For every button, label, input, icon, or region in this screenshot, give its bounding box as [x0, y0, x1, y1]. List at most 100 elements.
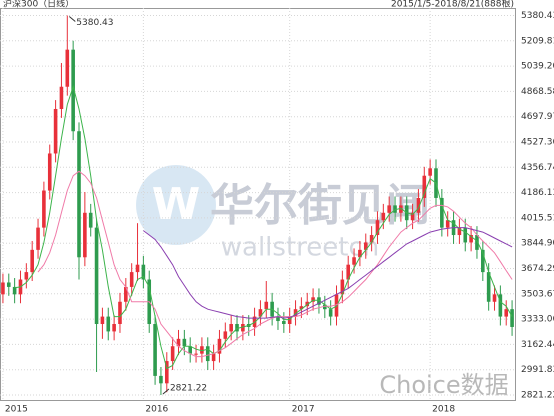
candle-body	[375, 220, 380, 236]
candle-body	[194, 353, 198, 355]
y-tick-label: 5380.43	[521, 11, 554, 21]
candle-body	[24, 272, 29, 280]
min-arrow	[162, 388, 170, 395]
candle-body	[445, 220, 450, 228]
candle-body	[141, 264, 146, 280]
candle-body	[422, 175, 427, 198]
candle-body	[83, 212, 87, 258]
chart-title: 沪深300（日线）	[3, 0, 74, 10]
candle-body	[6, 282, 11, 287]
candle-body	[135, 264, 140, 273]
candle-body	[481, 249, 485, 273]
y-tick-label: 4697.97	[521, 112, 554, 122]
candle-body	[299, 306, 304, 310]
y-tick-label: 3503.67	[521, 289, 554, 299]
candle-body	[469, 235, 473, 243]
candle-body	[416, 197, 421, 213]
candle-body	[258, 309, 263, 317]
candle-body	[440, 197, 444, 228]
candle-body	[293, 309, 298, 317]
candle-body	[129, 272, 134, 287]
candle-body	[223, 331, 228, 339]
candle-body	[170, 346, 175, 362]
candle-body	[12, 286, 17, 295]
logo-w: W	[152, 179, 201, 230]
candle-body	[71, 49, 75, 132]
candle-body	[188, 346, 192, 354]
candle-body	[399, 205, 403, 213]
candle-body	[182, 338, 187, 347]
candle-body	[311, 297, 315, 302]
candle-body	[363, 242, 368, 250]
y-tick-label: 4356.74	[521, 163, 554, 173]
candle-body	[235, 324, 239, 332]
candle-body	[305, 301, 310, 307]
candle-body	[164, 361, 169, 384]
candle-body	[410, 212, 415, 221]
candle-body	[30, 249, 34, 273]
candle-body	[504, 309, 509, 317]
candle-body	[153, 324, 157, 376]
candle-body	[317, 297, 321, 305]
y-tick-label: 3674.29	[521, 264, 554, 274]
plot-frame	[0, 8, 516, 401]
candle-body	[88, 212, 93, 228]
candle-body	[393, 205, 397, 213]
y-tick-label: 3844.90	[521, 239, 554, 249]
y-tick-label: 4868.58	[521, 87, 554, 97]
candle-body	[346, 264, 351, 280]
candle-body	[358, 249, 362, 258]
candle-body	[264, 301, 269, 310]
candle-body	[510, 309, 514, 327]
ma-line	[143, 227, 513, 319]
candle-body	[59, 86, 64, 109]
x-tick-label: 2017	[292, 405, 315, 415]
y-tick-label: 5039.20	[521, 62, 554, 72]
candle-body	[217, 338, 222, 354]
candle-body	[159, 375, 163, 384]
candle-body	[118, 301, 122, 325]
y-tick-label: 3333.06	[521, 315, 554, 325]
y-tick-label: 4527.36	[521, 137, 554, 147]
y-tick-label: 4186.13	[521, 188, 554, 198]
y-tick-label: 3162.44	[521, 340, 554, 350]
x-tick-label: 2015	[5, 405, 28, 415]
date-range: 2015/1/5-2018/8/21(888根)	[391, 0, 514, 10]
y-tick-label: 2991.83	[521, 365, 554, 375]
candle-body	[112, 324, 116, 332]
candle-body	[463, 227, 468, 243]
max-arrow	[68, 16, 76, 22]
candle-body	[369, 235, 374, 243]
candle-body	[276, 316, 280, 322]
ma-line	[14, 84, 513, 370]
candle-body	[498, 294, 503, 317]
x-tick-label: 2016	[145, 405, 168, 415]
candle-body	[65, 49, 70, 87]
candle-body	[53, 108, 58, 154]
y-tick-label: 5209.81	[521, 36, 554, 46]
candle-body	[205, 346, 210, 362]
candle-body	[323, 304, 327, 310]
candle-body	[241, 324, 245, 332]
candle-body	[124, 286, 128, 302]
candle-body	[176, 338, 181, 347]
candle-body	[457, 227, 462, 236]
watermark-logo: W	[136, 165, 216, 245]
candle-body	[36, 227, 40, 250]
y-tick-label: 2821.22	[521, 390, 554, 400]
candle-body	[94, 227, 99, 325]
x-tick-label: 2018	[432, 405, 455, 415]
candle-body	[328, 309, 333, 317]
candle-body	[1, 282, 5, 295]
candle-body	[352, 257, 356, 265]
y-tick-label: 4015.51	[521, 213, 554, 223]
candle-body	[106, 316, 111, 332]
min-label: 2821.22	[170, 383, 207, 393]
candle-body	[387, 205, 391, 213]
candle-body	[100, 316, 105, 325]
candle-body	[229, 324, 233, 332]
candle-body	[282, 321, 286, 325]
candle-body	[475, 235, 479, 250]
